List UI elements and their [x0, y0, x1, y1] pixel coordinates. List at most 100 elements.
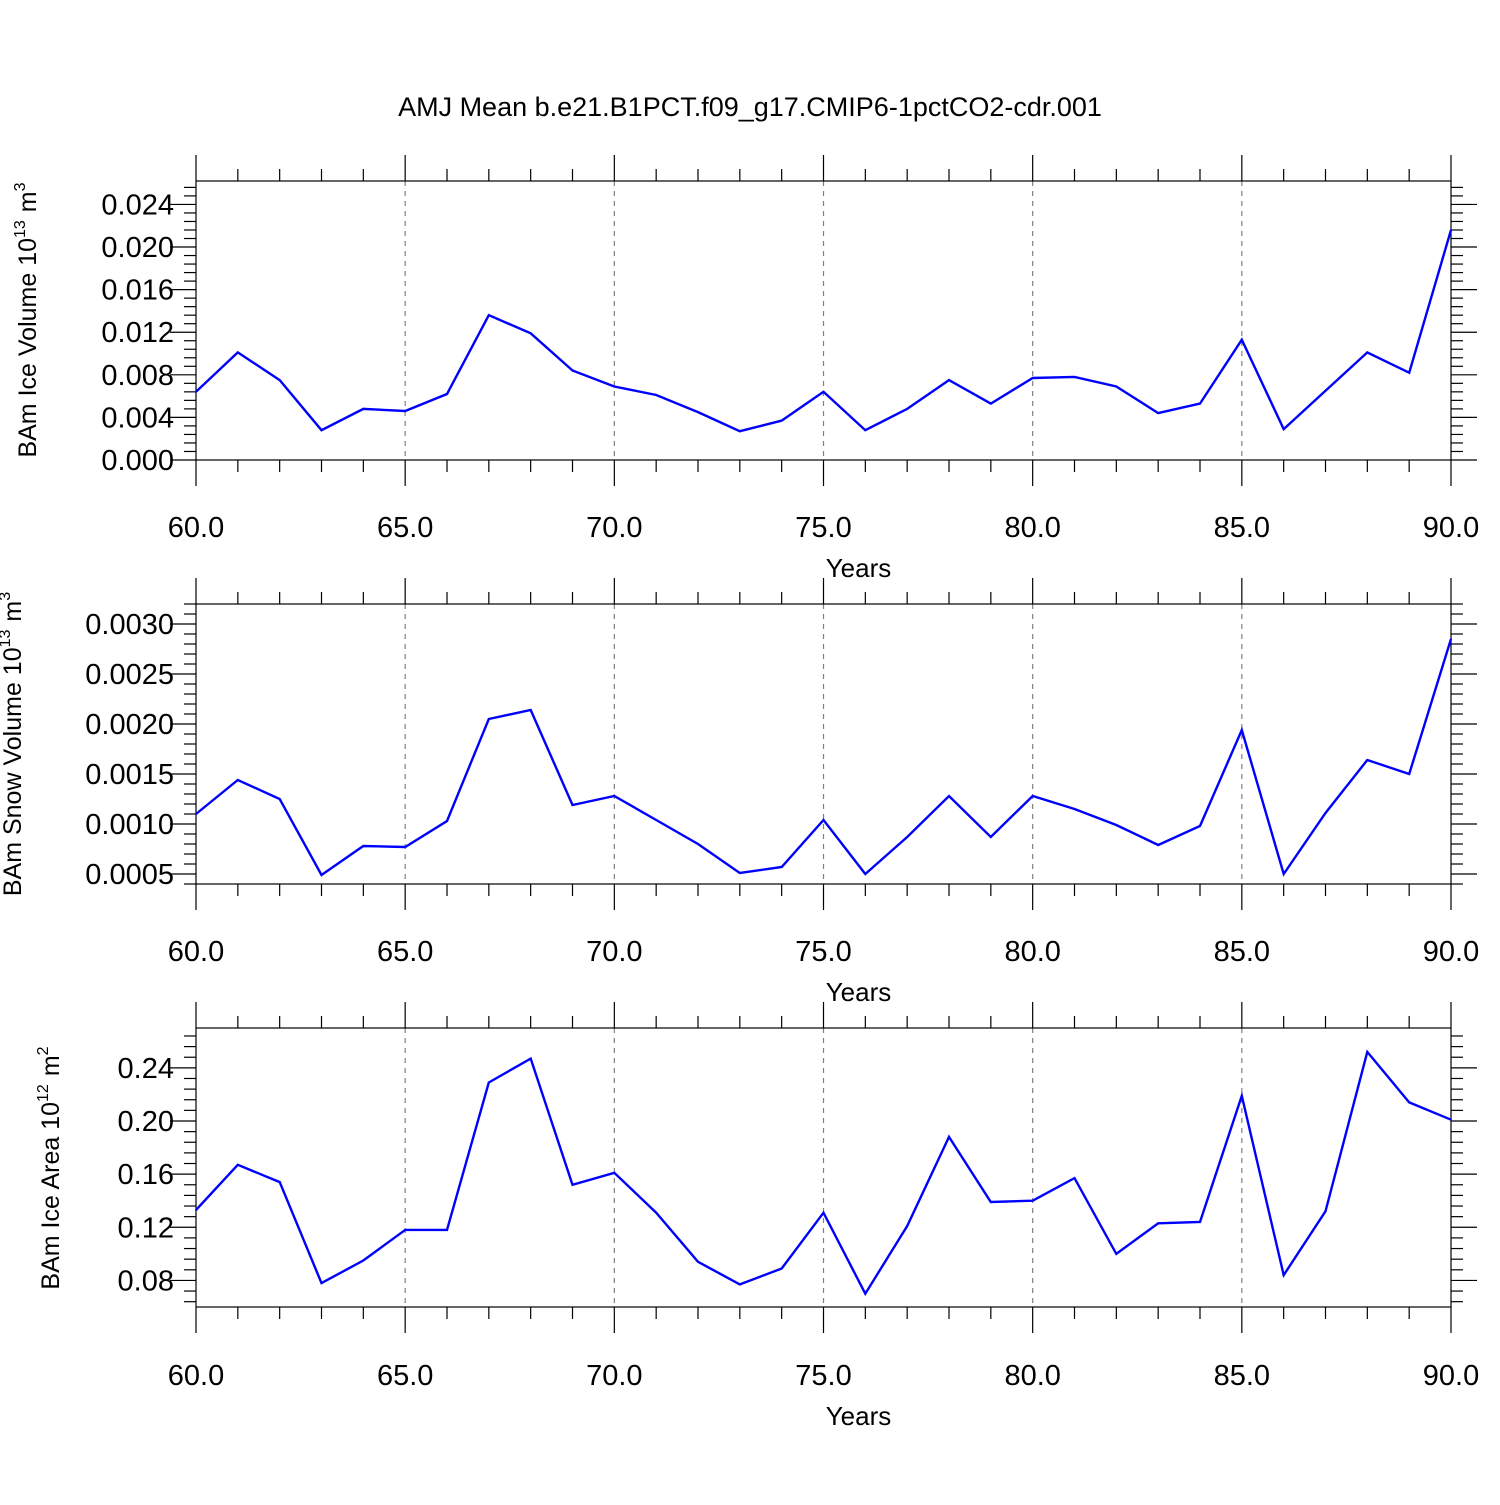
data-point — [236, 779, 239, 781]
data-point — [1450, 638, 1452, 640]
chart-panel-1: 60.0 65.0 70.0 75.0 80.0 85.0 90.0 0.000 0.004 0.… — [12, 155, 1479, 583]
data-point — [529, 332, 532, 335]
data-point — [822, 390, 825, 393]
data-point — [1073, 808, 1076, 810]
data-point — [446, 820, 448, 822]
data-point — [780, 866, 783, 868]
data-point — [1240, 729, 1243, 731]
x-tick-label: 85.0 — [1214, 1360, 1270, 1392]
x-axis-label: Years — [826, 553, 892, 583]
data-point — [864, 1292, 867, 1295]
data-point — [195, 390, 197, 393]
data-point — [529, 709, 532, 711]
x-tick-label: 90.0 — [1423, 512, 1479, 544]
x-tick-label: 85.0 — [1214, 512, 1270, 544]
data-point — [948, 379, 950, 382]
data-point — [1450, 229, 1452, 231]
y-axis-label-text: BAm Ice Area 10 — [37, 1102, 65, 1290]
y-tick-label: 0.012 — [101, 317, 174, 349]
data-point — [1073, 376, 1076, 378]
x-tick-label: 75.0 — [795, 936, 851, 968]
y-tick-label: 0.0020 — [85, 709, 174, 741]
panels: 60.0 65.0 70.0 75.0 80.0 85.0 90.0 0.000 0.004 0.… — [0, 155, 1479, 1431]
data-point — [948, 1136, 950, 1138]
y-tick-label: 0.0005 — [85, 859, 174, 891]
data-point — [655, 819, 658, 821]
y-axis-label-unit: m — [0, 601, 27, 622]
data-point — [278, 379, 281, 382]
data-point — [1366, 1051, 1369, 1053]
y-tick-label: 0.020 — [101, 232, 174, 264]
data-point — [404, 410, 407, 412]
data-point — [697, 411, 699, 413]
y-tick-label: 0.016 — [101, 275, 174, 307]
y-tick-label: 0.0025 — [85, 659, 174, 691]
y-axis-label-unit: m — [14, 191, 42, 212]
data-point — [822, 819, 825, 821]
data-point — [989, 402, 992, 405]
x-tick-label: 70.0 — [586, 936, 642, 968]
data-point — [1199, 402, 1201, 405]
y-axis-label-unit-exponent: 3 — [12, 182, 29, 191]
x-tick-label: 75.0 — [795, 512, 851, 544]
data-point — [236, 1163, 239, 1166]
y-tick-label: 0.004 — [101, 402, 174, 434]
y-axis-label-unit: m — [37, 1055, 65, 1076]
data-point — [320, 429, 323, 432]
y-axis-label-exponent: 13 — [12, 220, 29, 238]
y-axis-label: BAm Ice Area 1012 m2 — [35, 1046, 65, 1289]
data-point — [529, 1057, 532, 1060]
x-axis-label: Years — [826, 977, 892, 1007]
y-tick-label: 0.0010 — [85, 809, 174, 841]
data-point — [1115, 1252, 1118, 1255]
x-tick-label: 80.0 — [1004, 936, 1060, 968]
data-point — [1157, 412, 1160, 415]
y-axis-label-exponent: 12 — [35, 1084, 52, 1102]
data-point — [446, 1229, 448, 1231]
y-tick-label: 0.000 — [101, 445, 174, 477]
data-point — [1408, 371, 1411, 374]
y-tick-label: 0.24 — [118, 1053, 174, 1085]
data-point — [1031, 377, 1034, 379]
data-point — [738, 872, 741, 874]
y-tick-label: 0.08 — [118, 1265, 174, 1297]
data-point — [1157, 844, 1160, 846]
y-axis-label-text: BAm Snow Volume 10 — [0, 647, 27, 896]
data-point — [655, 394, 658, 396]
data-point — [404, 1229, 407, 1231]
data-point — [571, 804, 574, 806]
y-axis-label-unit-exponent: 3 — [0, 592, 14, 601]
x-tick-label: 60.0 — [168, 1360, 224, 1392]
data-point — [1115, 385, 1118, 388]
data-point — [864, 873, 867, 875]
data-point — [906, 407, 909, 410]
data-point — [1324, 812, 1327, 814]
data-point — [613, 1171, 616, 1174]
x-tick-label: 65.0 — [377, 1360, 433, 1392]
x-tick-label: 60.0 — [168, 512, 224, 544]
y-tick-label: 0.0030 — [85, 609, 174, 641]
data-point — [487, 1081, 490, 1084]
data-point — [1031, 795, 1034, 797]
data-point — [1366, 351, 1369, 354]
data-point — [1199, 825, 1201, 827]
y-axis-label-exponent: 13 — [0, 629, 14, 647]
data-point — [655, 1211, 658, 1214]
data-point — [1031, 1199, 1034, 1202]
x-tick-label: 70.0 — [586, 1360, 642, 1392]
x-tick-label: 80.0 — [1004, 1360, 1060, 1392]
y-axis-label: BAm Snow Volume 1013 m3 — [0, 592, 27, 896]
data-point — [404, 846, 407, 848]
figure-title: AMJ Mean b.e21.B1PCT.f09_g17.CMIP6-1pctC… — [398, 92, 1102, 122]
data-point — [989, 1201, 992, 1203]
data-point — [780, 1267, 783, 1270]
data-point — [1408, 1101, 1411, 1104]
data-point — [1199, 1221, 1201, 1223]
data-point — [1282, 428, 1285, 431]
chart-panel-2: 60.0 65.0 70.0 75.0 80.0 85.0 90.0 0.0005 0.0010… — [0, 578, 1479, 1007]
data-point — [487, 314, 490, 317]
x-axis-label: Years — [826, 1401, 892, 1431]
data-point — [906, 1225, 909, 1227]
